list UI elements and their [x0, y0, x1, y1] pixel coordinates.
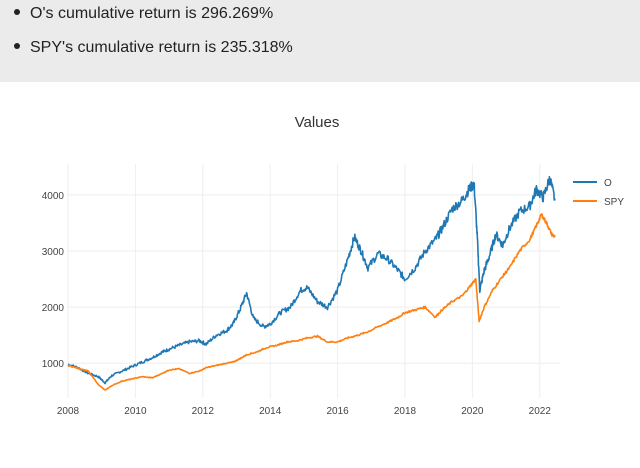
- y-tick-label: 1000: [42, 359, 65, 370]
- legend-label: SPY: [604, 197, 624, 208]
- x-tick-label: 2008: [57, 406, 80, 417]
- summary-item-spy: SPY's cumulative return is 235.318%: [14, 39, 293, 57]
- x-axis-ticks: 2008 2010 2012 2014 2016 2018 2020 2022: [57, 406, 551, 417]
- x-tick-label: 2018: [394, 406, 417, 417]
- chart-title: Values: [295, 114, 340, 131]
- series-layer: [67, 175, 556, 391]
- line-chart[interactable]: Values 2008 2010 2012 2014 2016 2018 2020 2022 …: [0, 82, 640, 463]
- summary-item-o: O's cumulative return is 296.269%: [14, 5, 273, 23]
- x-tick-label: 2014: [259, 406, 282, 417]
- y-tick-label: 4000: [42, 191, 65, 202]
- x-tick-label: 2012: [192, 406, 215, 417]
- y-tick-label: 3000: [42, 247, 65, 258]
- x-tick-label: 2016: [326, 406, 349, 417]
- summary-panel: O's cumulative return is 296.269% SPY's …: [0, 0, 640, 82]
- chart-container[interactable]: Values 2008 2010 2012 2014 2016 2018 2020 2022 …: [0, 82, 640, 463]
- bullet-icon: [14, 8, 20, 15]
- series-line-o: [67, 175, 556, 385]
- legend[interactable]: O SPY: [573, 178, 624, 208]
- legend-item-spy[interactable]: SPY: [573, 197, 624, 208]
- y-tick-label: 2000: [42, 303, 65, 314]
- x-tick-label: 2020: [461, 406, 484, 417]
- x-tick-label: 2010: [124, 406, 147, 417]
- bullet-icon: [14, 42, 20, 49]
- series-line-spy: [67, 213, 556, 391]
- legend-item-o[interactable]: O: [573, 178, 612, 189]
- summary-text-spy: SPY's cumulative return is 235.318%: [30, 39, 293, 56]
- y-axis-ticks: 1000 2000 3000 4000: [42, 191, 65, 370]
- x-tick-label: 2022: [529, 406, 552, 417]
- summary-text-o: O's cumulative return is 296.269%: [30, 5, 274, 22]
- legend-label: O: [604, 178, 612, 189]
